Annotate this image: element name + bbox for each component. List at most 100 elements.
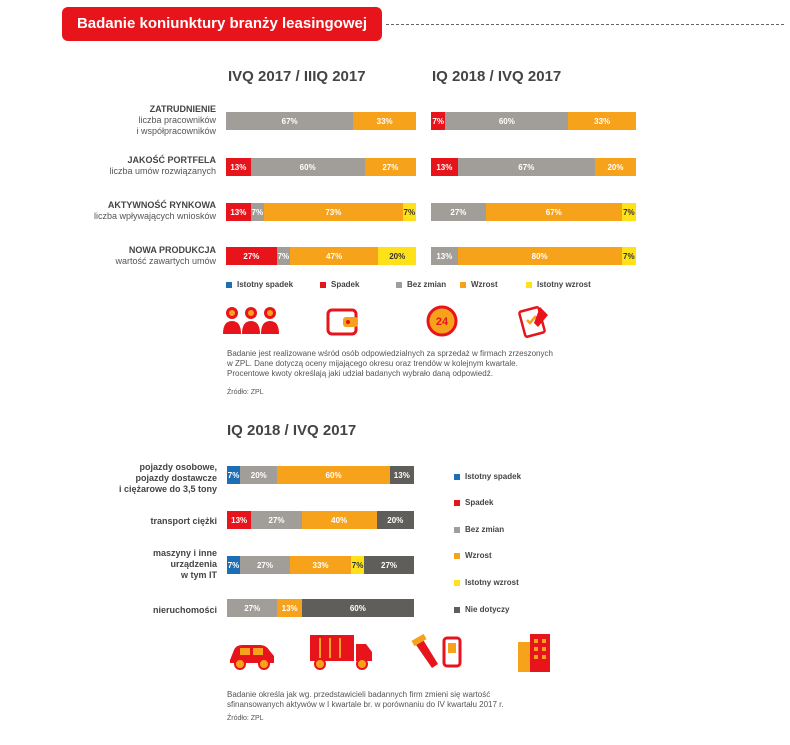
row-label-line: transport ciężki xyxy=(150,516,217,526)
stacked-bar: 67% 33% xyxy=(226,112,416,130)
bar-segment: 27% xyxy=(227,599,278,617)
note-line: w ZPL. Dane dotyczą oceny mijającego okr… xyxy=(227,359,518,368)
legend-top: Istotny spadek Spadek Bez zmian Wzrost I… xyxy=(226,280,646,292)
bar-segment: 20% xyxy=(594,158,636,176)
bar-segment: 13% xyxy=(431,247,458,265)
legend-swatch xyxy=(454,526,460,533)
legend-label: Spadek xyxy=(331,280,360,289)
row-title: AKTYWNOŚĆ RYNKOWA xyxy=(107,200,216,210)
note-line: Badanie jest realizowane wśród osób odpo… xyxy=(227,349,553,358)
page-title: Badanie koniunktury branży leasingowej xyxy=(62,7,382,41)
wallet-icon xyxy=(326,308,358,336)
bar-segment: 13% xyxy=(431,158,458,176)
car-icon xyxy=(230,645,274,670)
bar-segment: 13% xyxy=(277,599,302,617)
bar-segment: 7% xyxy=(621,203,636,221)
bar-segment: 33% xyxy=(353,112,416,130)
bar-segment: 60% xyxy=(277,466,390,484)
bar-segment: 13% xyxy=(226,158,251,176)
legend-swatch xyxy=(454,606,460,613)
bar-segment: 7% xyxy=(227,556,240,574)
row-subtitle: liczba wpływających wniosków xyxy=(93,211,216,221)
bar-segment: 7% xyxy=(276,247,290,265)
bar-segment: 27% xyxy=(226,247,277,265)
row-label-line: pojazdy dostawcze xyxy=(135,473,217,483)
legend-label: Istotny wzrost xyxy=(537,280,591,289)
row-subtitle: liczba pracowników xyxy=(138,115,216,125)
chart-3-title: IQ 2018 / IVQ 2017 xyxy=(227,422,357,439)
legend-item-bez-zmian: Bez zmian xyxy=(396,280,446,289)
legend-swatch xyxy=(226,281,232,288)
bar-segment: 20% xyxy=(240,466,278,484)
row-label-pojazdy: pojazdy osobowe, pojazdy dostawcze i cię… xyxy=(119,462,217,495)
bottom-source: Źródło: ZPL xyxy=(227,715,264,722)
checklist-icon xyxy=(518,306,548,338)
stacked-bar: 27% 7% 47% 20% xyxy=(226,247,417,265)
legend-swatch xyxy=(454,499,460,506)
bar-segment: 27% xyxy=(251,511,302,529)
row-title: ZATRUDNIENIE xyxy=(149,104,216,114)
row-label-transport-ciezki: transport ciężki xyxy=(150,516,217,527)
bar-segment: 73% xyxy=(263,203,403,221)
bar-segment: 7% xyxy=(431,112,446,130)
bar-segment: 40% xyxy=(301,511,377,529)
legend-swatch xyxy=(396,281,402,288)
legend-swatch xyxy=(454,579,460,586)
legend-item-istotny-spadek: Istotny spadek xyxy=(454,472,521,481)
row-label-nowa-produkcja: NOWA PRODUKCJA wartość zawartych umów xyxy=(115,245,216,267)
bar-segment: 80% xyxy=(457,247,622,265)
stacked-bar: 7% 20% 60% 13% xyxy=(227,466,414,484)
bar-segment: 27% xyxy=(431,203,486,221)
legend-item-spadek: Spadek xyxy=(454,498,493,507)
stacked-bar: 7% 60% 33% xyxy=(431,112,636,130)
row-label-maszyny: maszyny i inne urządzenia w tym IT xyxy=(153,548,217,581)
tools-icon xyxy=(411,634,462,668)
note-line: sfinansowanych aktywów w I kwartale br. … xyxy=(227,700,504,709)
legend-item-spadek: Spadek xyxy=(320,280,359,289)
bar-segment: 13% xyxy=(227,511,252,529)
bar-segment: 7% xyxy=(621,247,636,265)
bar-segment: 33% xyxy=(289,556,352,574)
stacked-bar: 13% 7% 73% 7% xyxy=(226,203,416,221)
bar-segment: 60% xyxy=(250,158,365,176)
row-label-line: w tym IT xyxy=(180,570,217,580)
row-subtitle: i współpracowników xyxy=(136,126,216,136)
svg-text:24: 24 xyxy=(436,316,449,328)
row-label-jakosc-portfela: JAKOŚĆ PORTFELA liczba umów rozwiązanych xyxy=(109,155,216,177)
row-title: JAKOŚĆ PORTFELA xyxy=(127,155,216,165)
row-label-line: i ciężarowe do 3,5 tony xyxy=(118,484,217,494)
bar-segment: 67% xyxy=(457,158,595,176)
bar-segment: 7% xyxy=(351,556,365,574)
row-label-zatrudnienie: ZATRUDNIENIE liczba pracowników i współp… xyxy=(136,104,216,137)
row-label-line: nieruchomości xyxy=(152,605,217,615)
note-line: Badanie określa jak wg. przedstawicieli … xyxy=(227,690,491,699)
legend-item-bez-zmian: Bez zmian xyxy=(454,525,504,534)
row-label-line: maszyny i inne xyxy=(152,548,217,558)
stacked-bar: 13% 27% 40% 20% xyxy=(227,511,414,529)
title-divider xyxy=(386,24,784,25)
bar-segment: 27% xyxy=(364,556,415,574)
row-subtitle: wartość zawartych umów xyxy=(115,256,216,266)
note-line: Procentowe kwoty określają jaki udział b… xyxy=(227,369,493,378)
bar-segment: 7% xyxy=(250,203,264,221)
legend-label: Istotny spadek xyxy=(237,280,294,289)
building-icon xyxy=(518,634,550,672)
row-subtitle: liczba umów rozwiązanych xyxy=(109,166,216,176)
row-label-nieruchomosci: nieruchomości xyxy=(153,605,217,616)
top-note: Badanie jest realizowane wśród osób odpo… xyxy=(227,349,553,379)
row-title: NOWA PRODUKCJA xyxy=(128,245,216,255)
legend-label: Spadek xyxy=(465,498,494,507)
bar-segment: 47% xyxy=(289,247,379,265)
truck-icon xyxy=(310,635,372,670)
legend-swatch xyxy=(454,473,460,480)
bar-segment: 7% xyxy=(227,466,241,484)
legend-swatch xyxy=(460,281,466,288)
chart-2-title: IQ 2018 / IVQ 2017 xyxy=(432,68,562,85)
bar-segment: 20% xyxy=(378,247,417,265)
bar-segment: 67% xyxy=(226,112,354,130)
bar-segment: 60% xyxy=(301,599,414,617)
stacked-bar: 7% 27% 33% 7% 27% xyxy=(227,556,415,574)
stacked-bar: 27% 13% 60% xyxy=(227,599,414,617)
bar-segment: 20% xyxy=(376,511,414,529)
legend-item-istotny-wzrost: Istotny wzrost xyxy=(526,280,591,289)
